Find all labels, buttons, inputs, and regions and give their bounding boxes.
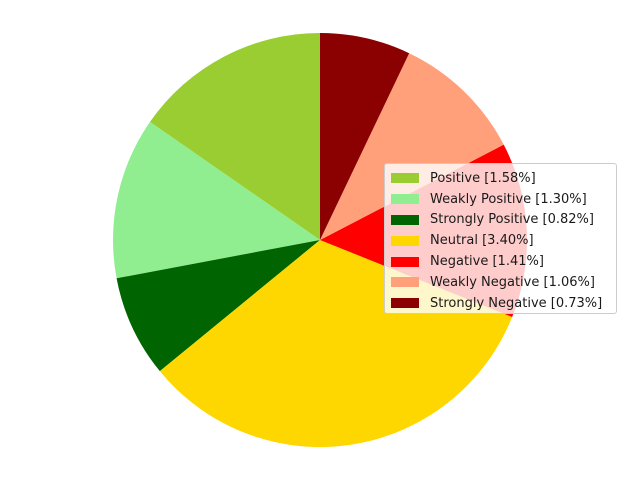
legend-item-positive: Positive [1.58%]	[391, 168, 610, 189]
pie-slice-strongly-positive	[116, 240, 320, 372]
legend-item-weakly-negative: Weakly Negative [1.06%]	[391, 272, 610, 293]
legend-swatch-strongly-negative	[391, 298, 419, 309]
pie-slice-weakly-positive	[113, 121, 320, 279]
legend-label-positive: Positive [1.58%]	[430, 170, 536, 186]
legend-item-weakly-positive: Weakly Positive [1.30%]	[391, 189, 610, 210]
legend-item-negative: Negative [1.41%]	[391, 251, 610, 272]
legend-swatch-negative	[391, 256, 419, 267]
legend-swatch-positive	[391, 173, 419, 184]
legend-label-strongly-negative: Strongly Negative [0.73%]	[430, 295, 603, 311]
legend-label-neutral: Neutral [3.40%]	[430, 233, 534, 249]
legend-label-strongly-positive: Strongly Positive [0.82%]	[430, 212, 594, 228]
legend-label-weakly-negative: Weakly Negative [1.06%]	[430, 274, 595, 290]
legend-swatch-neutral	[391, 235, 419, 246]
chart-legend: Positive [1.58%] Weakly Positive [1.30%]…	[384, 163, 617, 314]
pie-slice-weakly-negative	[320, 53, 504, 241]
pie-slice-positive	[149, 33, 320, 240]
legend-item-neutral: Neutral [3.40%]	[391, 230, 610, 251]
legend-swatch-strongly-positive	[391, 214, 419, 225]
pie-slice-strongly-negative	[320, 33, 410, 240]
legend-swatch-weakly-negative	[391, 277, 419, 288]
legend-item-strongly-negative: Strongly Negative [0.73%]	[391, 293, 610, 314]
legend-swatch-weakly-positive	[391, 194, 419, 205]
legend-label-weakly-positive: Weakly Positive [1.30%]	[430, 191, 587, 207]
legend-item-strongly-positive: Strongly Positive [0.82%]	[391, 210, 610, 231]
legend-label-negative: Negative [1.41%]	[430, 254, 544, 270]
